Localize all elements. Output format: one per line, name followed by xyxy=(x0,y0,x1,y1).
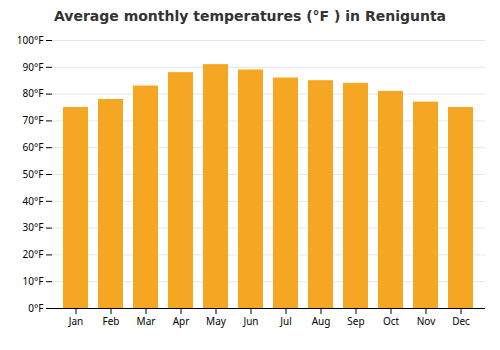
svg-text:Sep: Sep xyxy=(347,314,364,328)
svg-text:30°F: 30°F xyxy=(23,220,44,234)
svg-text:Feb: Feb xyxy=(103,314,120,328)
svg-text:40°F: 40°F xyxy=(23,194,44,208)
svg-text:Jul: Jul xyxy=(279,314,292,328)
svg-text:Mar: Mar xyxy=(137,314,156,328)
svg-text:10°F: 10°F xyxy=(23,274,44,288)
svg-text:Oct: Oct xyxy=(383,314,400,328)
svg-text:80°F: 80°F xyxy=(23,86,44,100)
svg-text:100°F: 100°F xyxy=(17,33,44,47)
svg-text:Jan: Jan xyxy=(68,314,84,328)
svg-text:60°F: 60°F xyxy=(23,140,44,154)
svg-text:70°F: 70°F xyxy=(23,113,44,127)
svg-text:Jun: Jun xyxy=(242,314,258,328)
svg-text:Apr: Apr xyxy=(173,314,190,328)
svg-text:Aug: Aug xyxy=(312,314,331,328)
html-text:Average monthly temperatures (: Average monthly temperatures (°F ) in Re… xyxy=(53,8,447,24)
svg-text:May: May xyxy=(206,314,227,328)
svg-text:Dec: Dec xyxy=(452,314,470,328)
svg-text:0°F: 0°F xyxy=(28,301,43,315)
svg-text:90°F: 90°F xyxy=(23,60,44,74)
svg-text:50°F: 50°F xyxy=(23,167,44,181)
svg-text:Nov: Nov xyxy=(417,314,436,328)
svg-text:20°F: 20°F xyxy=(23,247,44,261)
